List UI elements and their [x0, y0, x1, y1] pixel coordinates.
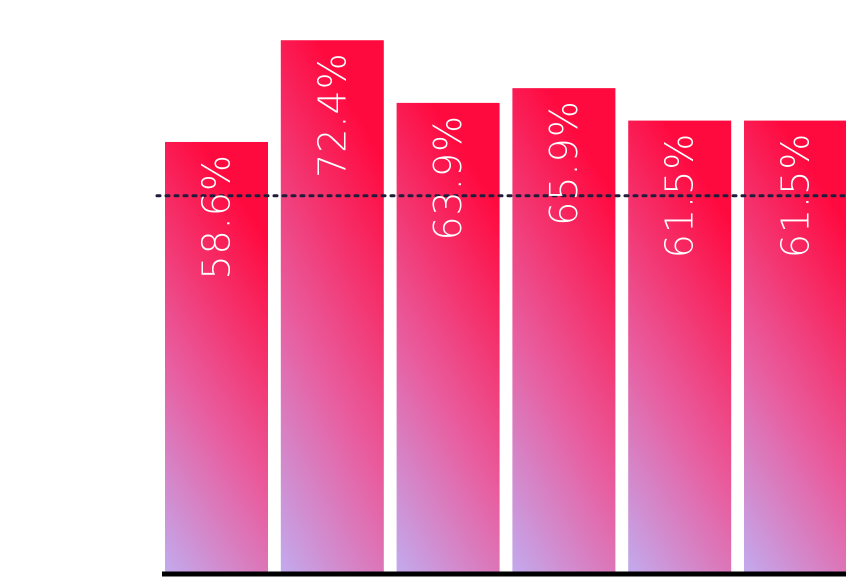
bars-layer [165, 40, 846, 575]
bar-2 [280, 40, 384, 574]
bar-value-label-3: 63.9% [426, 115, 470, 241]
bar-value-label-1: 58.6% [195, 154, 239, 280]
bar-value-label-4: 65.9% [542, 100, 586, 226]
bar-3 [396, 102, 500, 575]
bar-value-label-2: 72.4% [310, 52, 354, 178]
bar-value-label-6: 61.5% [774, 133, 818, 259]
bar-value-label-5: 61.5% [658, 133, 702, 259]
data-labels-layer: 58.6% 72.4% 63.9% 65.9% 61.5% 61.5% [195, 52, 818, 279]
bar-1 [165, 141, 268, 574]
bar-4 [512, 88, 616, 574]
